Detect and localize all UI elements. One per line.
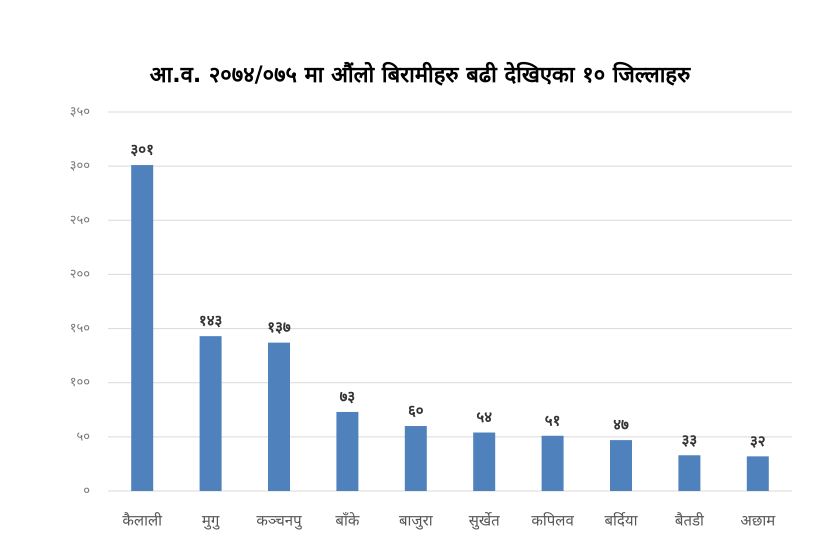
- bar: [404, 426, 427, 491]
- value-label: ३०१: [130, 141, 153, 159]
- bar: [746, 456, 769, 491]
- value-label: ३३: [682, 431, 698, 449]
- value-label: ६०: [408, 402, 424, 420]
- y-tick-label: ५०: [76, 429, 90, 444]
- chart-title: आ.व. २०७४/०७५ मा औंलो बिरामीहरु बढी देखि…: [150, 61, 691, 88]
- x-tick-label: बाजुरा: [399, 512, 434, 531]
- value-label: १३७: [267, 318, 291, 336]
- x-tick-label: कपिलव: [531, 512, 574, 530]
- value-label: ५१: [545, 411, 561, 429]
- x-tick-label: सुर्खेत: [469, 512, 500, 531]
- x-tick-label: मुगु: [202, 512, 220, 531]
- x-tick-label: कैलाली: [122, 512, 163, 530]
- y-tick-label: ०: [83, 484, 90, 499]
- bar: [131, 165, 154, 491]
- x-tick-label: बैतडी: [675, 512, 705, 530]
- y-tick-label: १००: [70, 375, 90, 390]
- value-label: ४७: [613, 416, 629, 434]
- value-label: ५४: [476, 408, 492, 426]
- bar: [678, 455, 701, 491]
- bar: [268, 342, 290, 491]
- value-label: ७३: [340, 387, 356, 405]
- y-tick-label: १५०: [70, 321, 90, 336]
- value-label: १४३: [199, 312, 222, 330]
- x-tick-label: अछाम: [740, 512, 776, 530]
- y-tick-label: ३५०: [70, 105, 90, 120]
- y-tick-label: ३००: [70, 159, 90, 174]
- bar: [336, 411, 359, 491]
- y-tick-label: २५०: [70, 213, 90, 228]
- x-tick-label: बाँके: [335, 512, 359, 530]
- x-tick-label: बर्दिया: [604, 512, 638, 530]
- bar: [610, 440, 632, 491]
- x-tick-label: कञ्चनपु: [256, 512, 302, 531]
- y-tick-label: २००: [70, 267, 90, 282]
- value-label: ३२: [750, 432, 766, 450]
- bar: [473, 432, 496, 491]
- bar: [541, 435, 564, 491]
- bar: [199, 336, 222, 491]
